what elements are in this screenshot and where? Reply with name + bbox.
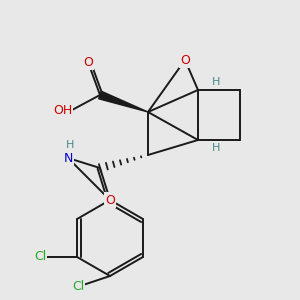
Text: O: O	[105, 194, 115, 206]
Text: OH: OH	[53, 103, 72, 116]
Text: Cl: Cl	[72, 280, 84, 292]
Text: H: H	[66, 140, 74, 150]
Text: Cl: Cl	[34, 250, 46, 263]
Text: H: H	[212, 143, 220, 153]
Text: H: H	[212, 77, 220, 87]
Text: O: O	[180, 53, 190, 67]
Text: O: O	[83, 56, 93, 68]
Text: N: N	[63, 152, 73, 164]
Polygon shape	[99, 91, 148, 112]
